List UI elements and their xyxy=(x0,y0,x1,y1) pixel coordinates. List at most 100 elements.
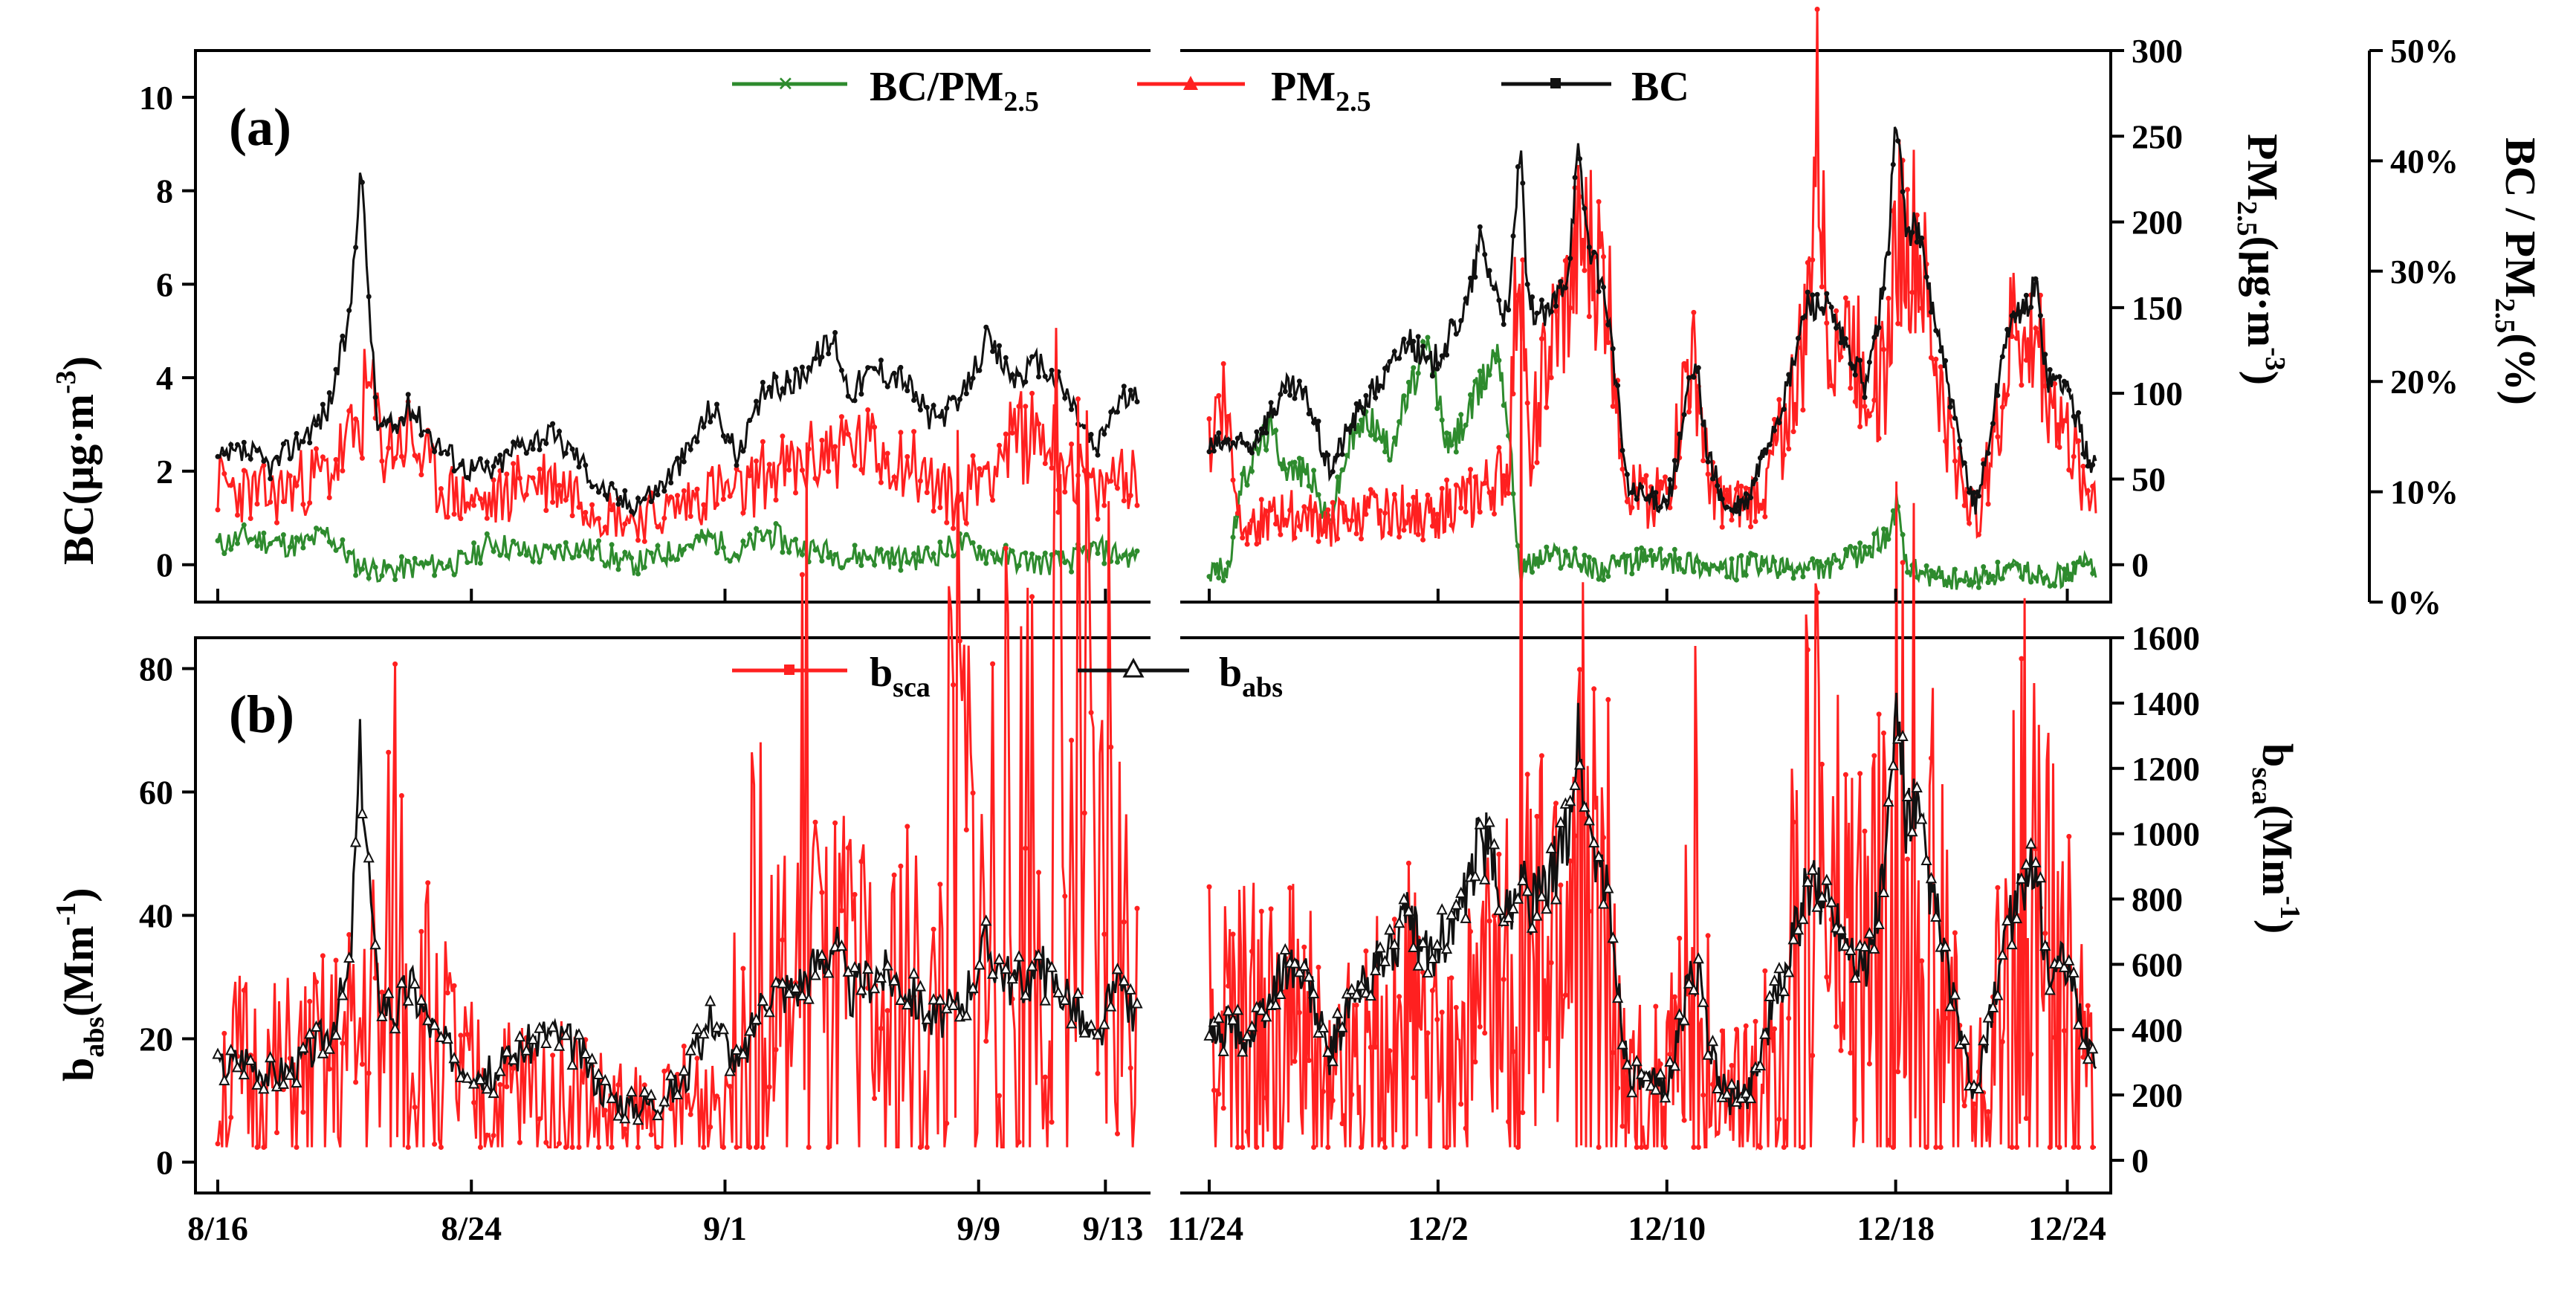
pm25-point xyxy=(1719,524,1725,530)
bc-pm-ratio-point xyxy=(793,537,798,543)
babs-point xyxy=(1417,936,1429,948)
bc-point xyxy=(1957,438,1963,444)
babs-point xyxy=(1331,1006,1344,1018)
x-tick-label: 9/1 xyxy=(703,1209,747,1247)
bc-point xyxy=(1287,392,1293,398)
babs-point xyxy=(1783,966,1795,977)
babs-point xyxy=(1111,963,1124,974)
bc-pm-ratio-point xyxy=(1967,582,1973,588)
bc-point xyxy=(550,421,556,427)
bc-pm-ratio-point xyxy=(1624,553,1630,559)
pm25-point xyxy=(1995,434,2001,440)
bsca-point xyxy=(1914,965,1920,971)
pm25-point xyxy=(1619,466,1625,472)
bc-point xyxy=(412,414,418,420)
bc-point xyxy=(727,439,733,444)
bc-point xyxy=(1353,401,1359,407)
pm25-point xyxy=(1206,416,1212,421)
bsca-point xyxy=(668,1106,674,1111)
bc-pm-ratio-point xyxy=(1695,559,1701,565)
bc-pm-ratio-point xyxy=(583,549,589,554)
triangle-marker-icon xyxy=(1183,76,1198,90)
babs-point xyxy=(527,1032,539,1044)
bc-point xyxy=(1914,239,1920,245)
babs-point xyxy=(1688,983,1700,995)
babs-point xyxy=(1744,1091,1757,1104)
pm25-point xyxy=(1866,413,1872,418)
babs-point xyxy=(1778,984,1790,997)
bc-point xyxy=(2071,413,2077,419)
bc-point xyxy=(1653,490,1659,496)
bc-pm-ratio-point xyxy=(569,554,575,560)
pm25-point xyxy=(937,505,943,511)
bc-pm-ratio-point xyxy=(379,573,385,578)
pm25-point xyxy=(1691,309,1697,315)
bc-point xyxy=(1477,224,1483,230)
bsca-point xyxy=(924,1145,930,1150)
bsca-point xyxy=(983,1038,989,1044)
bc-point xyxy=(1101,431,1107,437)
bc-pm-ratio-point xyxy=(589,556,595,562)
y-bsca-tick-label: 600 xyxy=(2132,945,2183,983)
bc-point xyxy=(1216,430,1222,436)
pm25-point xyxy=(1268,507,1274,513)
bc-pm-ratio-point xyxy=(517,551,522,557)
bc-point xyxy=(1538,297,1544,303)
babs-point xyxy=(462,1071,473,1083)
pm25-point xyxy=(1601,253,1606,259)
bc-pm-ratio-point xyxy=(661,557,667,563)
pm25-point xyxy=(1415,531,1421,537)
y-axis-label-babs: babs(Mm-1) xyxy=(51,887,110,1081)
bc-point xyxy=(1990,421,1996,427)
bc-pm-ratio-point xyxy=(1572,546,1578,552)
y-axis-label-bsca: bsca(Mm-1) xyxy=(2246,743,2305,934)
bc-point xyxy=(1029,354,1035,360)
bsca-point xyxy=(491,1133,496,1139)
bsca-point xyxy=(615,1082,621,1087)
bc-point xyxy=(543,441,549,446)
bc-point xyxy=(629,508,635,514)
bsca-point xyxy=(727,1084,733,1090)
pm25-point xyxy=(1786,446,1792,452)
bc-point xyxy=(491,464,496,469)
babs-point xyxy=(1845,943,1857,956)
pm25-point xyxy=(1947,414,1953,419)
pm25-point xyxy=(1824,320,1830,326)
bsca-point xyxy=(1805,647,1810,653)
babs-point xyxy=(1446,908,1457,920)
bsca-point xyxy=(1282,989,1288,995)
bc-point xyxy=(1562,285,1568,291)
pm25-point xyxy=(898,430,904,436)
babs-point xyxy=(960,1009,972,1021)
pm25-point xyxy=(1003,431,1009,437)
bc-point xyxy=(477,456,483,462)
pm25-point xyxy=(392,456,398,462)
bc-pm-ratio-point xyxy=(760,537,766,543)
bc-point xyxy=(1273,410,1278,416)
bc-point xyxy=(438,450,444,456)
bsca-point xyxy=(1036,870,1041,876)
pm25-point xyxy=(1577,194,1582,200)
bc-point xyxy=(1648,493,1654,498)
bc-point xyxy=(1292,395,1298,401)
pm25-point xyxy=(641,538,647,544)
babs-point xyxy=(1521,885,1533,896)
bc-point xyxy=(1695,365,1701,371)
bc-point xyxy=(405,392,411,398)
babs-point xyxy=(1901,789,1914,801)
bc-pm-ratio-point xyxy=(557,543,562,549)
bsca-point xyxy=(444,990,450,996)
bc-pm-ratio-point xyxy=(1226,560,1232,566)
bc-pm-ratio-point xyxy=(1434,406,1440,411)
pm25-point xyxy=(1244,541,1250,547)
bc-point xyxy=(1263,430,1269,436)
bc-pm-ratio-point xyxy=(405,558,411,564)
bsca-point xyxy=(1339,1121,1345,1127)
babs-point xyxy=(744,1024,756,1036)
bc-pm-ratio-point xyxy=(990,551,996,557)
babs-point xyxy=(1579,800,1590,812)
y-bsca-tick-label: 200 xyxy=(2132,1076,2183,1114)
bsca-point xyxy=(1463,1125,1469,1131)
pm25-point xyxy=(1743,485,1749,491)
